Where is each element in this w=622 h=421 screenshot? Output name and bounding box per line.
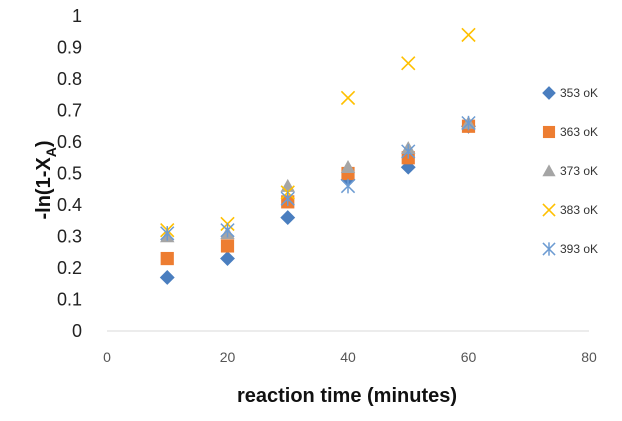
legend-label: 353 oK [560,86,598,100]
y-tick-label: 0.2 [57,258,82,278]
y-tick-label: 0.7 [57,101,82,121]
legend-label: 383 oK [560,203,598,217]
legend-item: 363 oK [542,125,598,139]
data-point [280,178,295,192]
legend-marker [542,164,556,177]
data-point [340,90,356,106]
legend-item: 383 oK [542,203,598,217]
data-point [160,226,175,241]
x-tick-label: 80 [581,349,597,365]
data-points [159,27,476,285]
x-axis-title: reaction time (minutes) [237,385,457,407]
data-point [340,160,356,173]
y-tick-label: 1 [72,6,82,26]
legend-item: 353 oK [542,86,598,100]
series-1 [159,118,476,285]
y-axis-title-end: ) [33,140,55,147]
series-3 [160,115,476,243]
legend-marker [542,242,556,256]
data-point [340,178,356,194]
y-tick-label: 0.9 [57,38,82,58]
data-point [160,251,174,266]
legend-marker [542,203,556,217]
legend-item: 393 oK [542,242,598,256]
series-4 [160,27,476,238]
y-axis-title-subscript: A [43,147,59,157]
x-tick-label: 40 [340,349,356,365]
y-tick-label: 0.8 [57,69,82,89]
legend: 353 oK 363 oK 373 oK 383 oK 393 oK [542,86,598,256]
data-point [280,210,296,226]
legend-item: 373 oK [542,164,598,178]
legend-marker [542,86,556,100]
y-tick-label: 0.1 [57,290,82,310]
data-point [401,144,416,159]
tick-labels: 0 0.1 0.2 0.3 0.4 0.5 0.6 0.7 0.8 0.9 1 0 20 40 60 80 [57,6,597,365]
legend-label: 373 oK [560,164,598,178]
y-tick-label: 0 [72,321,82,341]
x-tick-label: 0 [103,349,111,365]
data-point [220,222,235,238]
legend-label: 363 oK [560,125,598,139]
y-tick-label: 0.5 [57,164,82,184]
data-point [220,251,235,266]
y-axis-title-main: -ln(1-X [33,157,55,220]
data-point [461,27,476,43]
x-tick-label: 20 [220,349,236,365]
legend-label: 393 oK [560,242,598,256]
y-tick-label: 0.6 [57,132,82,152]
data-point [461,115,476,131]
y-tick-label: 0.3 [57,227,82,247]
data-point [220,239,235,253]
legend-marker [542,125,556,139]
data-point [159,270,175,285]
series-2 [160,119,476,266]
data-point [280,191,295,206]
series-5 [160,115,476,241]
data-point [401,56,416,71]
x-tick-label: 60 [461,349,477,365]
y-tick-label: 0.4 [57,195,82,215]
y-axis-title: -ln(1-XA) [33,140,59,219]
